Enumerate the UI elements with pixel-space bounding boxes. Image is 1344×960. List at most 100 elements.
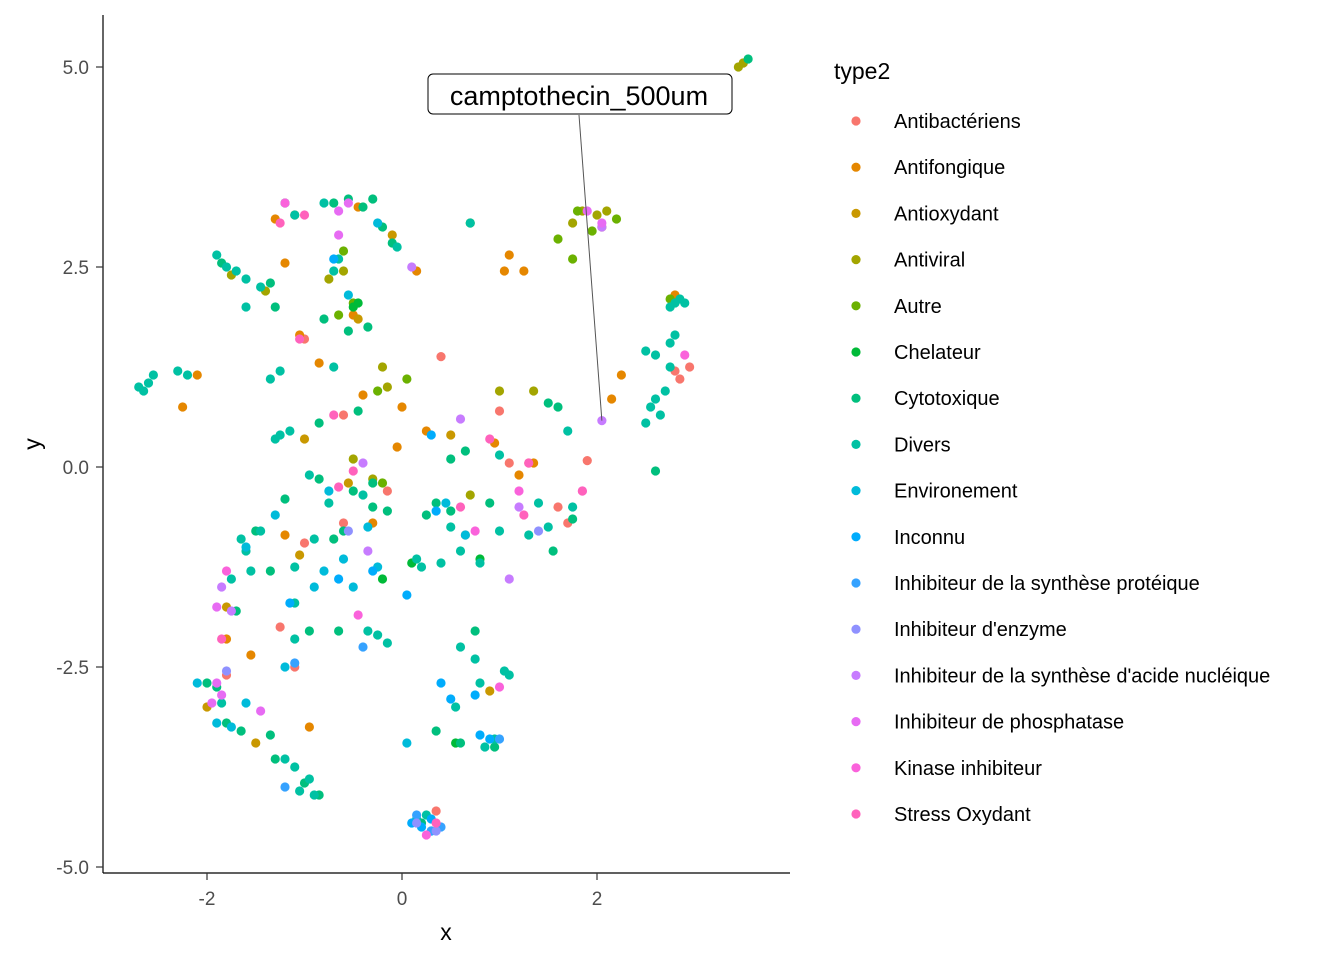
data-point bbox=[319, 314, 329, 324]
data-point bbox=[338, 410, 349, 420]
legend-label: Antifongique bbox=[894, 157, 1005, 179]
data-point bbox=[212, 718, 222, 728]
data-point bbox=[485, 734, 495, 744]
data-point bbox=[353, 610, 363, 620]
data-point bbox=[377, 362, 388, 372]
annotation-leader-line bbox=[578, 114, 603, 421]
data-point bbox=[304, 470, 314, 480]
data-point bbox=[582, 456, 592, 466]
data-point bbox=[494, 682, 505, 692]
data-point bbox=[402, 590, 412, 600]
legend-key bbox=[851, 439, 861, 449]
data-point bbox=[226, 606, 236, 616]
data-point bbox=[368, 478, 378, 488]
data-point bbox=[412, 818, 422, 828]
data-point bbox=[358, 202, 368, 212]
data-point bbox=[650, 350, 661, 360]
data-point bbox=[314, 474, 324, 484]
data-point bbox=[363, 322, 373, 332]
data-point bbox=[382, 486, 392, 496]
data-point bbox=[519, 266, 529, 276]
data-point bbox=[373, 386, 383, 396]
data-point bbox=[421, 830, 431, 840]
legend-label: Divers bbox=[894, 434, 951, 456]
data-point bbox=[416, 562, 427, 572]
data-point bbox=[548, 546, 558, 556]
data-point bbox=[675, 374, 685, 384]
data-point bbox=[299, 434, 310, 444]
data-point bbox=[241, 698, 251, 708]
data-point bbox=[280, 258, 290, 268]
data-point bbox=[182, 370, 193, 380]
legend-key bbox=[851, 717, 861, 727]
data-point bbox=[431, 826, 441, 836]
data-point bbox=[212, 602, 222, 612]
data-point bbox=[221, 666, 232, 676]
data-point bbox=[377, 574, 388, 584]
data-point bbox=[650, 466, 661, 476]
data-point bbox=[319, 566, 329, 576]
data-point bbox=[616, 370, 626, 380]
data-point bbox=[212, 250, 222, 260]
data-point bbox=[402, 374, 412, 384]
data-point bbox=[455, 738, 466, 748]
data-point bbox=[353, 406, 363, 416]
data-point bbox=[265, 730, 275, 740]
data-point bbox=[373, 630, 383, 640]
data-point bbox=[431, 818, 441, 828]
annotation-label: camptothecin_500um bbox=[450, 81, 708, 111]
legend-label: Kinase inhibiteur bbox=[894, 758, 1042, 780]
data-point bbox=[343, 326, 353, 336]
data-point bbox=[504, 250, 514, 260]
data-point bbox=[446, 430, 456, 440]
data-point bbox=[304, 626, 314, 636]
data-point bbox=[217, 634, 227, 644]
data-point bbox=[543, 522, 553, 532]
data-point bbox=[685, 362, 695, 372]
data-point bbox=[607, 394, 617, 404]
data-point bbox=[499, 266, 509, 276]
data-point bbox=[314, 358, 324, 368]
data-point bbox=[348, 454, 358, 464]
data-point bbox=[470, 690, 480, 700]
data-point bbox=[212, 678, 222, 688]
y-tick-label: -5.0 bbox=[56, 858, 89, 879]
data-point bbox=[368, 194, 378, 204]
data-point bbox=[299, 210, 310, 220]
legend-title: type2 bbox=[834, 58, 890, 84]
legend-label: Autre bbox=[894, 296, 942, 318]
data-point bbox=[402, 738, 412, 748]
data-point bbox=[270, 510, 280, 520]
data-point bbox=[309, 582, 319, 592]
data-point bbox=[504, 458, 514, 468]
data-point bbox=[358, 458, 368, 468]
data-point bbox=[494, 526, 505, 536]
data-point bbox=[324, 498, 334, 508]
data-point bbox=[343, 478, 353, 488]
data-point bbox=[529, 386, 539, 396]
data-point bbox=[582, 206, 592, 216]
data-point bbox=[665, 302, 675, 312]
data-point bbox=[397, 402, 407, 412]
data-point bbox=[421, 510, 431, 520]
legend-key bbox=[851, 301, 861, 311]
data-point bbox=[553, 402, 563, 412]
axes-layer bbox=[102, 15, 790, 874]
legend-label: Stress Oxydant bbox=[894, 804, 1031, 826]
data-point bbox=[470, 654, 480, 664]
legend-key bbox=[851, 162, 861, 172]
data-point bbox=[568, 254, 578, 264]
legend-label: Inhibiteur de la synthèse protéique bbox=[894, 573, 1200, 595]
data-point bbox=[319, 198, 329, 208]
data-point bbox=[455, 642, 466, 652]
data-point bbox=[270, 302, 280, 312]
data-point bbox=[446, 694, 456, 704]
data-point bbox=[665, 362, 675, 372]
x-axis-title: x bbox=[440, 919, 452, 945]
data-point bbox=[451, 702, 461, 712]
data-point bbox=[465, 490, 475, 500]
y-tick-label: 2.5 bbox=[63, 258, 89, 279]
data-point bbox=[217, 582, 227, 592]
data-point bbox=[256, 282, 266, 292]
data-point bbox=[465, 218, 475, 228]
